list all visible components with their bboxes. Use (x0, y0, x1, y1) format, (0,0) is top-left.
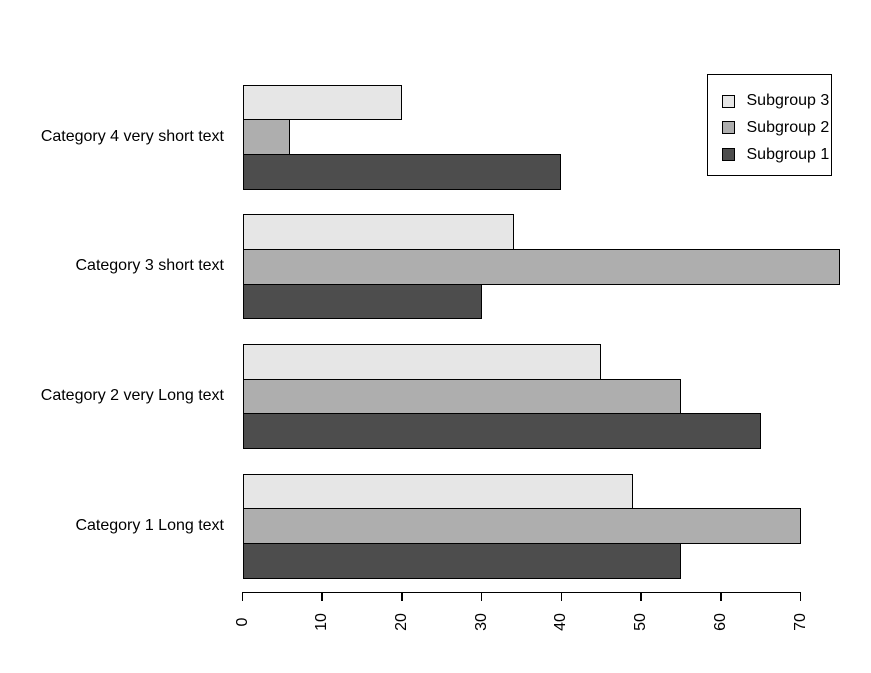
bar-category-4-very-short-text-subgroup-1 (242, 153, 562, 190)
legend-label: Subgroup 3 (746, 92, 830, 109)
x-axis-tick-label: 50 (632, 612, 650, 631)
x-axis-tick (640, 591, 642, 601)
legend: Subgroup 3 Subgroup 2 Subgroup 1 (706, 73, 832, 176)
x-axis-tick (480, 591, 483, 601)
x-axis-tick-label: 60 (711, 612, 729, 631)
bar-category-4-very-short-text-subgroup-3 (242, 84, 402, 121)
x-axis-tick (241, 591, 244, 601)
x-axis-tick (560, 591, 563, 601)
x-axis-tick (799, 591, 802, 601)
x-axis-tick-label: 70 (791, 612, 809, 631)
legend-label: Subgroup 1 (746, 145, 830, 163)
x-axis-tick (719, 591, 722, 601)
x-axis-tick-label: 10 (313, 612, 331, 631)
bar-category-3-short-text-subgroup-1 (242, 283, 482, 320)
x-axis-tick-label: 40 (552, 612, 570, 631)
legend-entry-subgroup-1: Subgroup 1 (708, 141, 830, 168)
x-axis-line (241, 591, 802, 594)
legend-swatch-icon (721, 148, 735, 162)
category-label: Category 3 short text (75, 257, 224, 275)
category-label: Category 4 very short text (40, 127, 224, 145)
legend-label: Subgroup 2 (746, 118, 830, 136)
legend-swatch-icon (721, 94, 735, 108)
x-axis-tick-label: 20 (392, 612, 410, 631)
legend-swatch-icon (721, 121, 735, 135)
bar-category-2-very-long-text-subgroup-1 (242, 413, 761, 449)
legend-entry-subgroup-2: Subgroup 2 (708, 114, 830, 141)
bar-category-1-long-text-subgroup-1 (242, 543, 681, 579)
x-axis-tick (321, 591, 323, 601)
category-label: Category 2 very Long text (40, 386, 224, 404)
x-axis-tick (401, 591, 403, 601)
bar-category-3-short-text-subgroup-2 (242, 248, 841, 285)
x-axis-tick-label: 30 (472, 612, 490, 631)
x-axis-tick-label: 0 (233, 617, 251, 626)
bar-category-4-very-short-text-subgroup-2 (242, 119, 291, 155)
category-label: Category 1 Long text (75, 516, 224, 534)
legend-entry-subgroup-3: Subgroup 3 (708, 88, 830, 115)
